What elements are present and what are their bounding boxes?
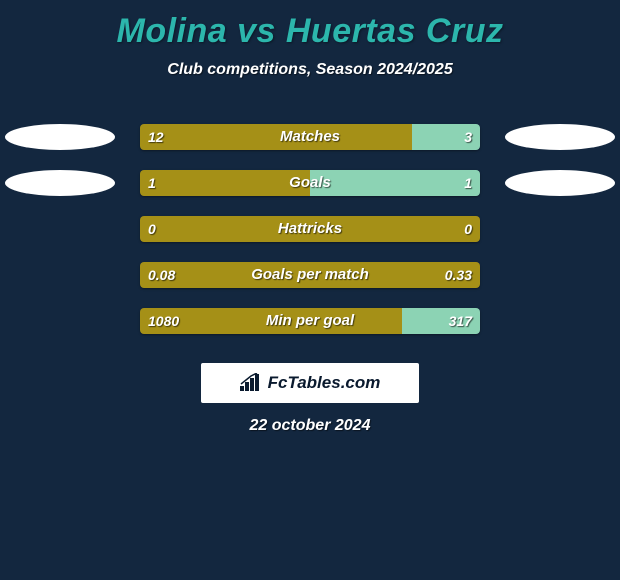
stat-value-left: 0.08	[148, 262, 175, 288]
stat-bar-left	[140, 216, 480, 242]
stat-value-right: 0	[464, 216, 472, 242]
stat-bar-right	[310, 170, 480, 196]
player-marker-ellipse	[5, 170, 115, 196]
player-marker-ellipse	[505, 124, 615, 150]
stat-row: 11Goals	[0, 161, 620, 207]
stat-value-right: 3	[464, 124, 472, 150]
page-title: Molina vs Huertas Cruz	[0, 0, 620, 51]
stat-value-left: 1080	[148, 308, 179, 334]
player-marker-ellipse	[5, 124, 115, 150]
stat-row: 0.080.33Goals per match	[0, 253, 620, 299]
stat-bar-left	[140, 170, 310, 196]
date-label: 22 october 2024	[0, 417, 620, 435]
stats-comparison-infographic: Molina vs Huertas Cruz Club competitions…	[0, 0, 620, 580]
page-subtitle: Club competitions, Season 2024/2025	[0, 61, 620, 79]
stat-bar-left	[140, 308, 402, 334]
stat-value-right: 0.33	[445, 262, 472, 288]
stat-row: 123Matches	[0, 115, 620, 161]
stat-bar	[140, 308, 480, 334]
stat-value-left: 0	[148, 216, 156, 242]
stat-row: 1080317Min per goal	[0, 299, 620, 345]
stat-bar-left	[140, 124, 412, 150]
stat-bar	[140, 170, 480, 196]
stat-row: 00Hattricks	[0, 207, 620, 253]
stat-value-left: 1	[148, 170, 156, 196]
bar-chart-icon	[240, 373, 262, 393]
stat-bar	[140, 262, 480, 288]
stat-rows: 123Matches11Goals00Hattricks0.080.33Goal…	[0, 115, 620, 345]
stat-value-left: 12	[148, 124, 164, 150]
attribution-text: FcTables.com	[268, 373, 381, 393]
player-marker-ellipse	[505, 170, 615, 196]
stat-bar-left	[140, 262, 480, 288]
stat-value-right: 1	[464, 170, 472, 196]
attribution-logo: FcTables.com	[201, 363, 419, 403]
stat-bar	[140, 124, 480, 150]
stat-bar	[140, 216, 480, 242]
stat-value-right: 317	[449, 308, 472, 334]
